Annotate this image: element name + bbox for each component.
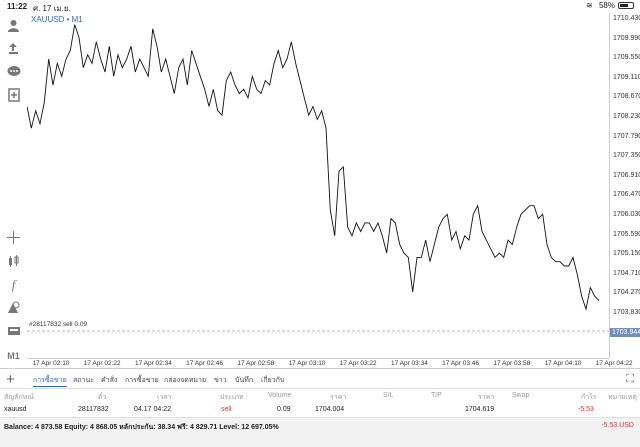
- row-time: 04.17 04:22: [134, 406, 171, 413]
- battery-percent: 58%: [598, 1, 615, 10]
- tab-orders[interactable]: คำสั่ง: [101, 377, 118, 384]
- col-current-price: ราคา: [478, 394, 495, 401]
- time-tick: 17 Apr 03:34: [390, 360, 428, 367]
- row-profit: -5.53: [578, 406, 594, 413]
- col-symbol: สัญลักษณ์: [4, 394, 34, 401]
- objects-icon[interactable]: [5, 322, 22, 339]
- price-tick: 1706.470: [613, 191, 640, 199]
- row-symbol: xauusd: [4, 406, 27, 413]
- order-label: #28117832 sell 0.09: [29, 321, 88, 328]
- indicators-icon[interactable]: [5, 253, 22, 270]
- tab-trade[interactable]: การซื้อขาย: [33, 375, 67, 387]
- crosshair-icon[interactable]: [5, 229, 22, 246]
- col-comment: หมายเหตุ: [608, 394, 637, 401]
- trade-table-header: สัญลักษณ์ ตั๋ว เวลา ประเภท Volume ราคา S…: [0, 389, 640, 403]
- left-toolbar: f M1: [0, 13, 27, 368]
- price-tick: 1703.830: [613, 309, 640, 316]
- tab-journal[interactable]: บันทึก: [235, 377, 254, 384]
- status-time: 11:22: [7, 2, 28, 11]
- price-chart[interactable]: XAUUSD • M1 #28117832 sell 0.09 1710.430…: [27, 13, 640, 368]
- trade-icon[interactable]: [5, 40, 22, 57]
- balance-summary: Balance: 4 873.58 Equity: 4 868.05 หลักป…: [4, 424, 279, 431]
- price-tick: 1708.230: [613, 113, 640, 120]
- time-tick: 17 Apr 02:58: [237, 360, 275, 367]
- series-group: [27, 24, 600, 311]
- price-tick: 1704.270: [613, 289, 640, 297]
- current-price-marker: 1703.944: [610, 328, 640, 337]
- tab-positions[interactable]: สถานะ: [73, 377, 94, 384]
- col-profit: กำไร: [581, 394, 597, 401]
- price-tick: 1709.550: [613, 54, 640, 62]
- price-tick: 1707.790: [613, 132, 640, 140]
- col-swap: Swap: [512, 392, 530, 399]
- time-tick: 17 Apr 03:58: [493, 360, 531, 367]
- wifi-icon: ≋: [585, 0, 593, 10]
- price-axis: 1710.430 1709.990 1709.550 1709.110 1708.670…: [609, 13, 640, 358]
- chat-icon[interactable]: [5, 63, 22, 80]
- tab-news[interactable]: ข่าว: [214, 377, 227, 384]
- new-order-icon[interactable]: [5, 86, 22, 103]
- price-tick: 1706.910: [613, 171, 640, 179]
- col-type: ประเภท: [220, 394, 244, 401]
- col-price: ราคา: [330, 394, 347, 401]
- time-tick: 17 Apr 03:22: [339, 360, 377, 367]
- chart-plot[interactable]: [27, 13, 609, 358]
- price-tick: 1709.110: [613, 73, 640, 81]
- row-current-price: 1704.619: [465, 406, 495, 413]
- col-volume: Volume: [268, 392, 292, 399]
- row-type: sell: [221, 406, 232, 413]
- time-axis: 17 Apr 02:10 17 Apr 02:22 17 Apr 02:34 17 A…: [27, 358, 633, 368]
- price-tick: 1704.710: [613, 269, 640, 277]
- function-icon[interactable]: f: [11, 276, 16, 292]
- user-icon[interactable]: [5, 17, 22, 34]
- price-tick: 1708.670: [613, 93, 640, 101]
- row-open-price: 1704.004: [315, 406, 345, 413]
- price-tick: 1706.030: [613, 211, 640, 218]
- floating-profit: -5.53 USD: [601, 422, 634, 429]
- time-tick: 17 Apr 02:22: [83, 360, 121, 367]
- col-time: เวลา: [157, 394, 172, 401]
- time-tick: 17 Apr 02:34: [134, 360, 172, 367]
- series-line: [27, 24, 600, 311]
- tab-about[interactable]: เกี่ยวกับ: [261, 377, 285, 384]
- expand-icon[interactable]: ⛶: [626, 373, 634, 385]
- time-tick: 17 Apr 04:22: [595, 360, 633, 367]
- table-row[interactable]: xauusd 28117832 04.17 04:22 sell 0.09 17…: [0, 403, 640, 417]
- time-tick: 17 Apr 04:10: [544, 360, 582, 367]
- balance-bar: Balance: 4 873.58 Equity: 4 868.05 หลักป…: [0, 417, 640, 447]
- row-volume: 0.09: [277, 406, 291, 413]
- time-tick: 17 Apr 02:46: [186, 360, 224, 367]
- time-tick: 17 Apr 02:10: [32, 360, 70, 367]
- chart-symbol-label: XAUUSD • M1: [31, 15, 83, 24]
- bottom-tab-bar: + การซื้อขาย สถานะ คำสั่ง การซื้อขาย กล่…: [0, 368, 640, 389]
- col-sl: S/L: [383, 392, 394, 399]
- price-tick: 1705.150: [613, 250, 640, 258]
- price-tick: 1710.430: [613, 15, 640, 22]
- col-ticket: ตั๋ว: [98, 394, 107, 401]
- row-ticket: 28117832: [78, 406, 109, 413]
- add-icon[interactable]: +: [6, 371, 15, 388]
- time-tick: 17 Apr 03:10: [288, 360, 326, 367]
- col-tp: T/P: [431, 392, 442, 399]
- tab-history[interactable]: การซื้อขาย: [125, 377, 159, 384]
- time-tick: 17 Apr 03:46: [442, 360, 480, 367]
- price-tick: 1709.990: [613, 34, 640, 42]
- tab-mailbox[interactable]: กล่องจดหมาย: [164, 377, 207, 384]
- shapes-icon[interactable]: [5, 299, 22, 316]
- status-bar: 11:22 ศ. 17 เม.ย. ≋ 58%: [0, 0, 640, 13]
- price-tick: 1705.590: [613, 230, 640, 238]
- status-date: ศ. 17 เม.ย.: [33, 4, 71, 13]
- timeframe-button[interactable]: M1: [7, 350, 20, 361]
- price-tick: 1707.350: [613, 152, 640, 160]
- battery-icon: [618, 2, 634, 9]
